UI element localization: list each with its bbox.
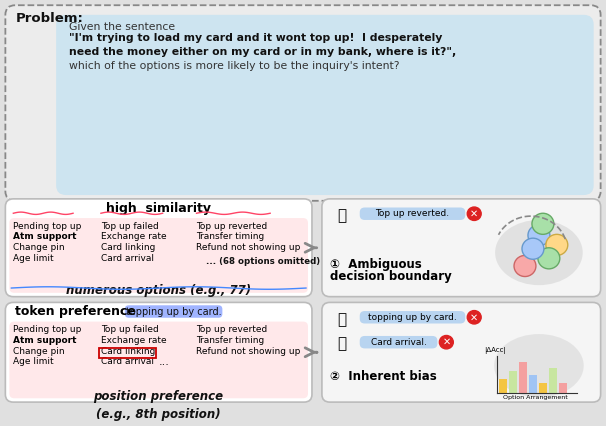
FancyBboxPatch shape xyxy=(9,322,308,398)
Text: ✕: ✕ xyxy=(442,337,450,347)
Text: 🤖: 🤖 xyxy=(338,337,347,351)
Text: ... (68 options omitted): ... (68 options omitted) xyxy=(207,257,321,266)
Text: Top up failed: Top up failed xyxy=(101,222,159,231)
Text: decision boundary: decision boundary xyxy=(330,270,451,283)
Text: ✕: ✕ xyxy=(470,209,478,219)
Text: Refund not showing up: Refund not showing up xyxy=(196,243,301,252)
Text: "I'm trying to load my card and it wont top up!  I desperately
need the money ei: "I'm trying to load my card and it wont … xyxy=(69,33,456,57)
Circle shape xyxy=(439,336,453,349)
Bar xyxy=(509,371,517,392)
Circle shape xyxy=(467,311,481,324)
FancyBboxPatch shape xyxy=(5,199,312,296)
Text: Transfer timing: Transfer timing xyxy=(196,336,265,345)
Circle shape xyxy=(467,207,481,220)
FancyBboxPatch shape xyxy=(5,5,601,201)
Text: Given the sentence: Given the sentence xyxy=(69,22,175,32)
Text: 🤖: 🤖 xyxy=(338,312,347,327)
Circle shape xyxy=(528,225,550,246)
Text: Atm support: Atm support xyxy=(13,233,77,242)
FancyBboxPatch shape xyxy=(5,302,312,402)
FancyBboxPatch shape xyxy=(360,207,465,220)
Circle shape xyxy=(546,234,568,256)
Text: Transfer timing: Transfer timing xyxy=(196,233,265,242)
Text: Card linking: Card linking xyxy=(101,346,155,356)
Circle shape xyxy=(522,238,544,259)
FancyBboxPatch shape xyxy=(322,199,601,296)
Text: Exchange rate: Exchange rate xyxy=(101,336,167,345)
Text: Card arrival: Card arrival xyxy=(101,253,154,262)
Text: Age limit: Age limit xyxy=(13,253,54,262)
FancyBboxPatch shape xyxy=(9,218,308,293)
FancyBboxPatch shape xyxy=(360,311,465,323)
Circle shape xyxy=(514,256,536,276)
Text: Top up reverted.: Top up reverted. xyxy=(376,209,450,218)
Text: Refund not showing up: Refund not showing up xyxy=(196,346,301,356)
Text: ②  Inherent bias: ② Inherent bias xyxy=(330,369,437,383)
Bar xyxy=(549,368,557,392)
Text: topping up by card.: topping up by card. xyxy=(368,313,457,322)
Bar xyxy=(539,383,547,392)
Bar xyxy=(519,362,527,392)
Text: ①  Ambiguous: ① Ambiguous xyxy=(330,258,422,271)
Text: Card arrival.: Card arrival. xyxy=(371,338,427,347)
Circle shape xyxy=(538,248,560,269)
Text: Problem:: Problem: xyxy=(15,12,83,25)
Text: ✕: ✕ xyxy=(470,312,478,322)
Text: Atm support: Atm support xyxy=(13,336,77,345)
Text: Exchange rate: Exchange rate xyxy=(101,233,167,242)
Text: Top up failed: Top up failed xyxy=(101,325,159,334)
Bar xyxy=(559,383,567,392)
Text: Change pin: Change pin xyxy=(13,243,65,252)
FancyBboxPatch shape xyxy=(125,305,222,318)
Ellipse shape xyxy=(495,220,583,285)
Text: 🤖: 🤖 xyxy=(338,208,347,223)
Text: Pending top up: Pending top up xyxy=(13,325,82,334)
Bar xyxy=(529,375,537,392)
Text: Top up reverted: Top up reverted xyxy=(196,222,268,231)
Text: ...: ... xyxy=(159,357,170,367)
FancyBboxPatch shape xyxy=(56,15,594,195)
Text: Change pin: Change pin xyxy=(13,346,65,356)
Text: topping up by card.: topping up by card. xyxy=(126,307,221,317)
Text: Option Arrangement: Option Arrangement xyxy=(502,395,567,400)
Text: Pending top up: Pending top up xyxy=(13,222,82,231)
Text: Top up reverted: Top up reverted xyxy=(196,325,268,334)
FancyBboxPatch shape xyxy=(322,302,601,402)
Text: Card linking: Card linking xyxy=(101,243,155,252)
Text: which of the options is more likely to be the inquiry's intent?: which of the options is more likely to b… xyxy=(69,61,399,71)
FancyBboxPatch shape xyxy=(360,336,438,348)
Text: Age limit: Age limit xyxy=(13,357,54,366)
Text: position preference
(e.g., 8th position): position preference (e.g., 8th position) xyxy=(93,390,224,420)
Text: |ΔAcc|: |ΔAcc| xyxy=(484,347,506,354)
Bar xyxy=(499,379,507,392)
Text: numerous options (e.g., 77): numerous options (e.g., 77) xyxy=(66,284,251,297)
Text: high  similarity: high similarity xyxy=(106,202,211,215)
Text: token preference: token preference xyxy=(15,305,136,318)
Circle shape xyxy=(532,213,554,234)
Text: Card arrival: Card arrival xyxy=(101,357,154,366)
Ellipse shape xyxy=(494,334,584,397)
